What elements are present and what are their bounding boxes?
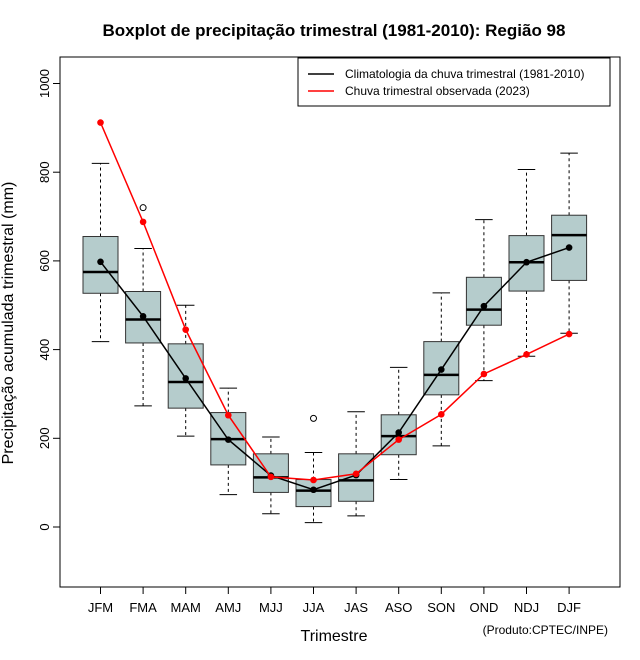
- product-credit: (Produto:CPTEC/INPE): [483, 623, 608, 637]
- series-point-climatology: [225, 436, 232, 443]
- series-point-observed: [139, 218, 147, 226]
- y-tick-label: 200: [37, 427, 52, 449]
- x-axis-title: Trimestre: [301, 628, 368, 645]
- y-tick-label: 0: [37, 523, 52, 530]
- x-axis: JFM FMA MAM AMJ MJJ JJA JAS ASO SON OND NDJ DJF: [88, 587, 581, 615]
- x-tick-label: MAM: [171, 600, 201, 615]
- x-tick-label: MJJ: [259, 600, 283, 615]
- x-tick-label: SON: [427, 600, 455, 615]
- legend: Climatologia da chuva trimestral (1981-2…: [297, 57, 611, 107]
- x-tick-label: FMA: [129, 600, 157, 615]
- series-point-observed: [523, 351, 530, 358]
- outlier-point: [310, 414, 317, 422]
- series-point-observed: [395, 436, 403, 443]
- series-point-climatology: [523, 258, 530, 266]
- series-point-climatology: [480, 302, 488, 310]
- box-aso: [380, 366, 417, 481]
- box-djf: [551, 152, 588, 334]
- x-tick-label: NDJ: [514, 600, 539, 615]
- series-point-observed: [97, 119, 104, 126]
- series-lines: [97, 119, 573, 494]
- y-tick-label: 400: [37, 339, 52, 361]
- x-tick-label: OND: [469, 600, 498, 615]
- legend-label-observed: Chuva trimestral observada (2023): [345, 84, 530, 98]
- box-jja: [295, 414, 332, 524]
- legend-label-climatology: Climatologia da chuva trimestral (1981-2…: [345, 67, 584, 81]
- outlier-point: [139, 204, 147, 212]
- x-tick-label: JJA: [303, 600, 325, 615]
- y-tick-label: 1000: [37, 69, 52, 98]
- x-tick-label: ASO: [385, 600, 412, 615]
- series-point-climatology: [97, 258, 104, 266]
- series-point-observed: [480, 370, 488, 378]
- chart-title: Boxplot de precipitação trimestral (1981…: [103, 21, 566, 40]
- box-mam: [167, 304, 204, 437]
- y-axis-title: Precipitação acumulada trimestral (mm): [0, 182, 17, 465]
- box-ond: [465, 219, 502, 382]
- legend-box: [297, 57, 611, 107]
- x-tick-label: JAS: [344, 600, 368, 615]
- series-point-observed: [438, 411, 445, 418]
- x-tick-label: DJF: [557, 600, 581, 615]
- series-point-climatology: [395, 429, 403, 436]
- y-tick-label: 600: [37, 250, 52, 272]
- series-point-observed: [267, 473, 275, 481]
- y-tick-label: 800: [37, 161, 52, 183]
- series-line-observed: [99, 122, 570, 481]
- y-axis: 0 200 400 600 800 1000: [37, 69, 60, 531]
- box-jfm: [82, 162, 119, 343]
- series-point-observed: [182, 326, 189, 333]
- series-point-climatology: [182, 375, 189, 382]
- box-iqr: [295, 479, 332, 508]
- series-point-climatology: [310, 486, 317, 494]
- series-point-observed: [565, 330, 573, 338]
- series-point-observed: [352, 470, 360, 478]
- plot-frame: [59, 56, 621, 588]
- series-point-observed: [310, 476, 317, 484]
- series-point-climatology: [438, 366, 445, 373]
- x-tick-label: AMJ: [215, 600, 241, 615]
- series-point-observed: [225, 411, 232, 419]
- series-point-climatology: [565, 244, 573, 251]
- box-iqr: [465, 276, 502, 326]
- series-point-climatology: [139, 313, 147, 320]
- x-tick-label: JFM: [88, 600, 113, 615]
- series-line-climatology: [99, 246, 570, 491]
- box-fma: [125, 204, 162, 407]
